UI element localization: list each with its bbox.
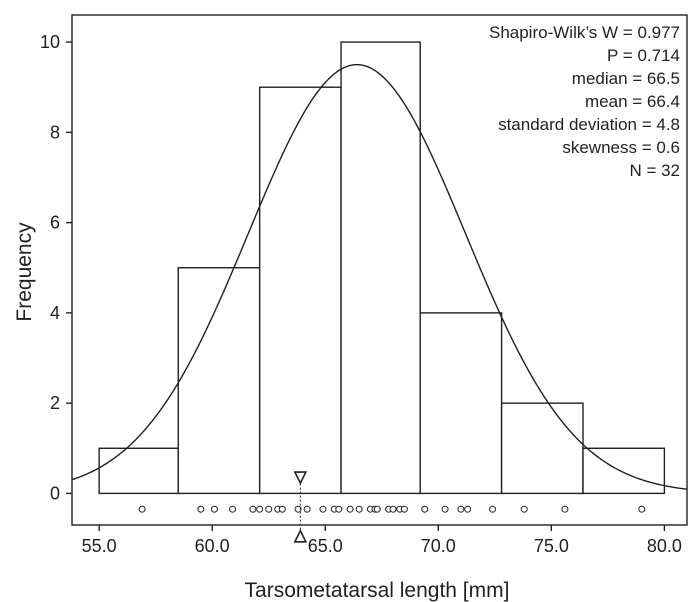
observation-points [138,505,646,513]
histogram-bar-6 [500,402,584,495]
y-tick-label: 4 [50,303,60,323]
observation-point-11 [303,505,311,513]
observation-point-29 [520,505,528,513]
x-tick-label: 70.0 [421,536,456,556]
observation-point-2 [197,505,205,513]
y-tick-label: 10 [40,32,60,52]
x-axis-ticks: 55.0 60.0 65.0 70.0 75.0 80.0 [82,525,682,556]
observation-point-6 [256,505,264,513]
histogram-bar-2 [177,267,261,495]
histogram-bars [98,41,666,495]
observation-point-4 [229,505,237,513]
plot-frame [71,14,688,526]
normal-curve [71,63,688,490]
observation-point-3 [210,505,218,513]
observation-point-1 [138,505,146,513]
x-axis-label: Tarsometatarsal length [mm] [245,579,510,602]
observation-point-16 [355,505,363,513]
mean-triangle-up [293,528,308,543]
stats-box: Shapiro-Wilk’s W = 0.977 P = 0.714 median … [489,23,680,180]
x-tick-label: 60.0 [195,536,230,556]
observation-point-23 [400,505,408,513]
stats-line-3: median = 66.5 [572,69,680,88]
observation-point-27 [464,505,472,513]
observation-point-9 [278,505,286,513]
observation-point-30 [561,505,569,513]
x-tick-label: 65.0 [308,536,343,556]
x-tick-label: 80.0 [647,536,682,556]
y-tick-label: 6 [50,213,60,233]
y-axis-ticks: 0 2 4 6 8 10 [40,32,72,503]
histogram-bar-3 [258,86,342,495]
observation-point-25 [441,505,449,513]
observation-point-14 [335,505,343,513]
observation-point-10 [294,505,302,513]
observation-point-21 [389,505,397,513]
y-tick-label: 0 [50,483,60,503]
histogram-bar-5 [419,312,503,495]
stats-line-5: standard deviation = 4.8 [498,115,680,134]
observation-point-5 [249,505,257,513]
histogram-bar-1 [98,447,179,495]
histogram-bar-4 [340,41,421,495]
observation-point-15 [346,505,354,513]
x-tick-label: 75.0 [534,536,569,556]
median-triangle-down [293,471,308,485]
observation-point-12 [319,505,327,513]
y-tick-label: 8 [50,122,60,142]
observation-point-19 [373,505,381,513]
y-axis-label: Frequency [13,222,36,322]
stats-line-1: Shapiro-Wilk’s W = 0.977 [489,23,680,42]
stats-line-6: skewness = 0.6 [562,138,680,157]
observation-point-31 [638,505,646,513]
x-tick-label: 55.0 [82,536,117,556]
stats-line-7: N = 32 [629,161,680,180]
observation-point-24 [421,505,429,513]
stats-line-4: mean = 66.4 [585,92,680,111]
observation-point-28 [489,505,497,513]
median-mean-markers [293,471,308,543]
observation-point-26 [457,505,465,513]
y-tick-label: 2 [50,393,60,413]
stats-line-2: P = 0.714 [607,46,680,65]
observation-point-7 [265,505,273,513]
